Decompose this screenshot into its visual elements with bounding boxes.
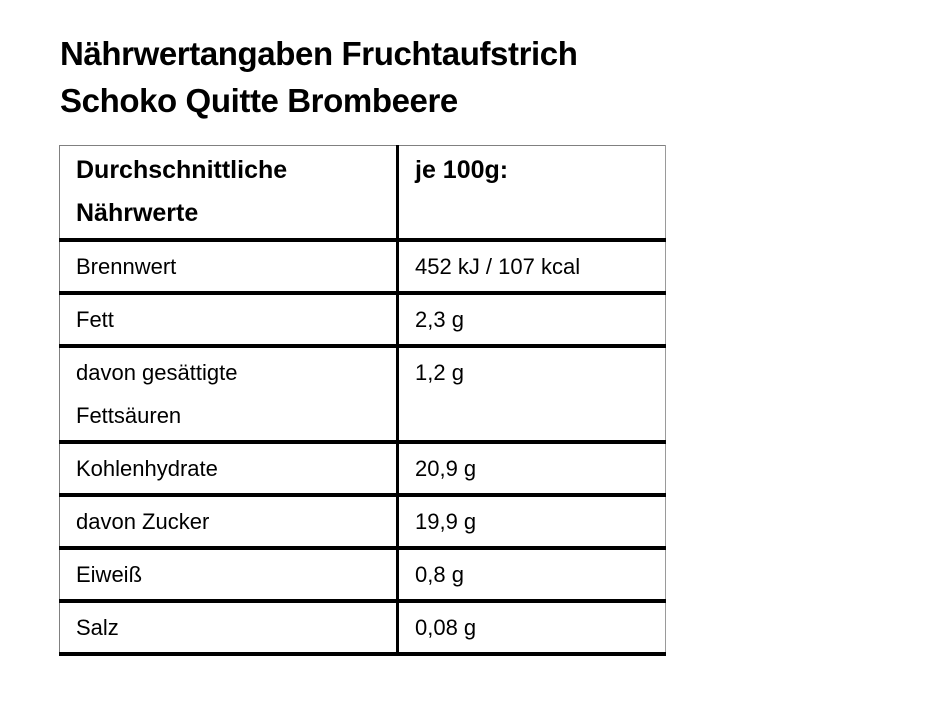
table-row-kohlenhydrate: Kohlenhydrate 20,9 g [59,440,666,495]
nutrient-label: Kohlenhydrate [59,440,398,495]
nutrient-label: davon gesättigte Fettsäuren [59,344,398,442]
table-row-gesaettigte-fettsaeuren: davon gesättigte Fettsäuren 1,2 g [59,344,666,442]
nutrient-value: 20,9 g [396,440,666,495]
nutrient-label: Brennwert [59,238,398,293]
column-header-nutrients: Durchschnittliche Nährwerte [76,156,288,227]
table-row-eiweiss: Eiweiß 0,8 g [59,546,666,601]
table-row-brennwert: Brennwert 452 kJ / 107 kcal [59,238,666,293]
table-row-salz: Salz 0,08 g [59,599,666,654]
column-header-per-100g: je 100g: [396,145,666,240]
table-row-fett: Fett 2,3 g [59,291,666,346]
nutrient-label: davon Zucker [59,493,398,548]
page-title: Nährwertangaben Fruchtaufstrich Schoko Q… [60,30,945,124]
table-row-zucker: davon Zucker 19,9 g [59,493,666,548]
nutrient-value: 0,8 g [396,546,666,601]
nutrient-value: 2,3 g [396,291,666,346]
page-title-line-1: Nährwertangaben Fruchtaufstrich [60,35,578,72]
nutrient-value: 19,9 g [396,493,666,548]
nutrient-value: 1,2 g [396,344,666,442]
table-header-row: Durchschnittliche Nährwerte je 100g: [60,145,666,240]
nutrient-label: Eiweiß [59,546,398,601]
page-title-line-2: Schoko Quitte Brombeere [60,82,458,119]
nutrient-value: 0,08 g [396,599,666,654]
nutrient-value: 452 kJ / 107 kcal [396,238,666,293]
nutrition-table: Durchschnittliche Nährwerte je 100g: Bre… [59,145,666,656]
nutrient-label: Salz [59,599,398,654]
nutrient-label: Fett [59,291,398,346]
